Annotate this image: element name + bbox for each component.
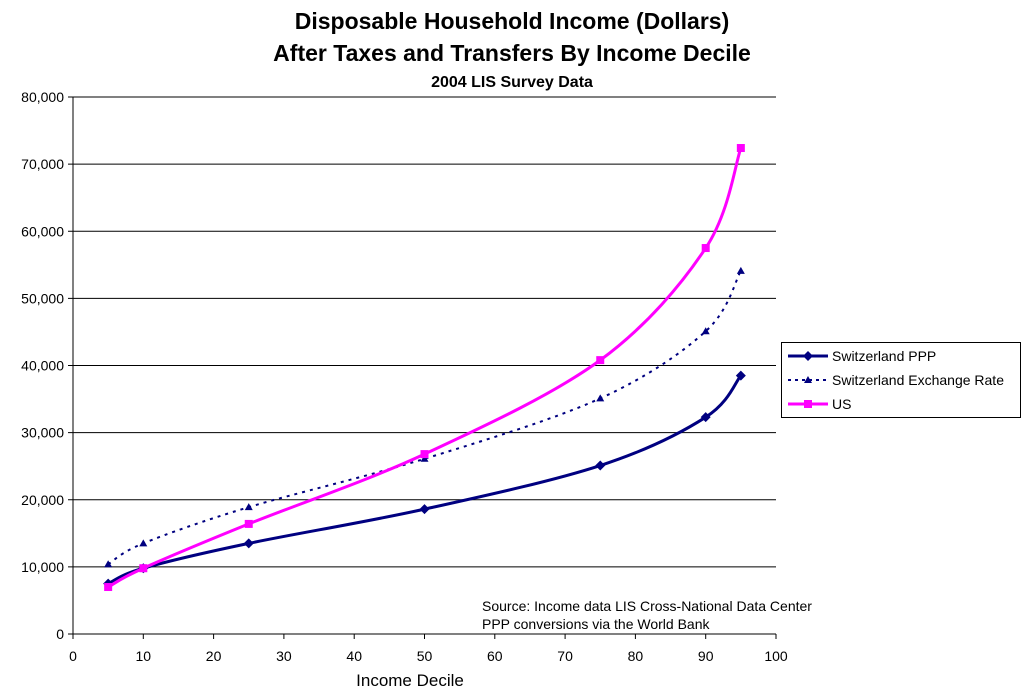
data-point-us — [139, 564, 148, 573]
x-tick-label: 80 — [628, 648, 644, 664]
y-tick-label: 20,000 — [21, 492, 64, 508]
y-tick-label: 10,000 — [21, 559, 64, 575]
series-layer — [103, 144, 746, 592]
legend-label: US — [832, 396, 852, 412]
data-point-switzerland-ppp — [735, 370, 746, 381]
x-tick-label: 70 — [557, 648, 573, 664]
gridlines — [73, 96, 776, 568]
y-tick-label: 80,000 — [21, 89, 64, 105]
data-point-switzerland-ppp — [243, 538, 254, 549]
legend-item-switzerland-exchange-rate: Switzerland Exchange Rate — [788, 370, 1004, 390]
axes — [68, 96, 777, 639]
legend-label: Switzerland PPP — [832, 348, 937, 364]
data-point-switzerland-exchange-rate — [420, 454, 429, 462]
legend-swatch-us — [788, 400, 828, 408]
data-point-us — [104, 583, 113, 592]
y-tick-label: 40,000 — [21, 358, 64, 374]
data-point-us — [596, 356, 605, 365]
x-tick-label: 100 — [764, 648, 788, 664]
legend-swatch-switzerland-exchange-rate — [788, 376, 828, 383]
data-point-switzerland-exchange-rate — [701, 327, 710, 335]
data-point-switzerland-ppp — [595, 460, 606, 471]
x-tick-label: 50 — [417, 648, 433, 664]
x-tick-label: 40 — [346, 648, 362, 664]
x-tick-label: 30 — [276, 648, 292, 664]
series-line-switzerland-ppp — [107, 374, 743, 586]
data-point-us — [736, 144, 745, 153]
data-point-switzerland-ppp — [700, 412, 711, 423]
chart-title: Disposable Household Income (Dollars) — [294, 8, 730, 34]
data-point-switzerland-exchange-rate — [244, 503, 253, 511]
legend: Switzerland PPP Switzerland Exchange Rat… — [781, 342, 1021, 418]
x-tick-label: 20 — [206, 648, 222, 664]
y-tick-label: 0 — [56, 626, 64, 642]
data-point-switzerland-exchange-rate — [596, 394, 605, 402]
y-tick-label: 70,000 — [21, 156, 64, 172]
x-tick-label: 60 — [487, 648, 503, 664]
tick-labels: 0 10,000 20,000 30,000 40,000 50,000 60,000 70,… — [21, 89, 788, 664]
data-point-us — [701, 244, 710, 253]
source-line-1: Source: Income data LIS Cross-National D… — [482, 598, 812, 614]
data-point-switzerland-ppp — [419, 504, 430, 515]
data-point-us — [244, 519, 253, 528]
chart-subtitle: 2004 LIS Survey Data — [431, 74, 593, 91]
data-point-us — [420, 450, 429, 459]
data-point-switzerland-exchange-rate — [104, 560, 113, 568]
x-axis-label: Income Decile — [356, 671, 464, 690]
x-tick-label: 90 — [698, 648, 714, 664]
data-point-switzerland-exchange-rate — [139, 539, 148, 547]
y-tick-label: 30,000 — [21, 425, 64, 441]
data-point-switzerland-exchange-rate — [736, 266, 745, 274]
y-tick-label: 50,000 — [21, 290, 64, 306]
legend-item-switzerland-ppp: Switzerland PPP — [788, 346, 936, 366]
source-annotation: Source: Income data LIS Cross-National D… — [482, 597, 812, 633]
y-tick-label: 60,000 — [21, 223, 64, 239]
source-line-2: PPP conversions via the World Bank — [482, 616, 710, 632]
series-line-switzerland-exchange-rate — [107, 270, 742, 566]
legend-label: Switzerland Exchange Rate — [832, 372, 1004, 388]
x-tick-label: 10 — [136, 648, 152, 664]
legend-item-us: US — [788, 394, 851, 414]
legend-swatch-switzerland-ppp — [788, 351, 828, 361]
x-tick-label: 0 — [69, 648, 77, 664]
chart-title-line-2: After Taxes and Transfers By Income Deci… — [273, 40, 751, 66]
